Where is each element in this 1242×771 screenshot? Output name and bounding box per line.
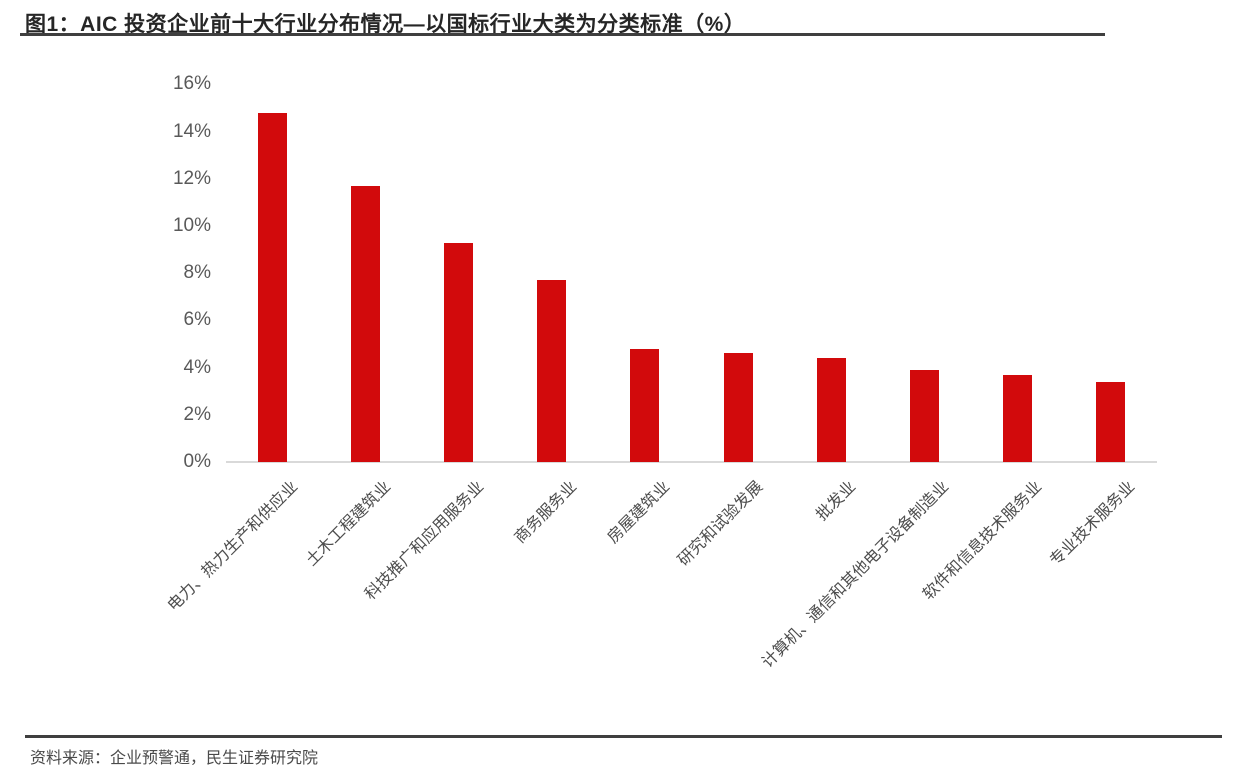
x-axis-baseline bbox=[226, 461, 1157, 463]
y-tick-label: 16% bbox=[172, 73, 211, 95]
y-tick-label: 6% bbox=[183, 309, 211, 331]
bar bbox=[1002, 374, 1032, 462]
x-tick-label: 批发业 bbox=[813, 478, 860, 525]
bar bbox=[537, 280, 567, 462]
title-underline bbox=[20, 33, 1105, 36]
x-tick-label: 专业技术服务业 bbox=[1047, 478, 1139, 570]
footer-separator bbox=[25, 735, 1222, 738]
bar bbox=[258, 112, 288, 462]
bar bbox=[723, 353, 753, 462]
y-tick-label: 14% bbox=[172, 120, 211, 142]
x-tick-label: 计算机、通信和其他电子设备制造业 bbox=[759, 478, 953, 672]
y-tick-label: 10% bbox=[172, 215, 211, 236]
chart-title: 图1：AIC 投资企业前十大行业分布情况—以国标行业大类为分类标准（%） bbox=[25, 13, 746, 36]
x-tick-label: 电力、热力生产和供应业 bbox=[164, 478, 301, 615]
source-note: 资料来源：企业预警通，民生证券研究院 bbox=[30, 750, 319, 767]
bar bbox=[816, 358, 846, 462]
x-tick-label: 土木工程建筑业 bbox=[302, 478, 394, 570]
y-tick-label: 4% bbox=[183, 356, 211, 378]
x-tick-label: 商务服务业 bbox=[511, 478, 581, 547]
x-tick-label: 研究和试验发展 bbox=[675, 478, 767, 570]
bar bbox=[444, 242, 474, 462]
x-tick-label: 房屋建筑业 bbox=[604, 478, 674, 547]
bar bbox=[630, 348, 660, 462]
bar bbox=[909, 369, 939, 462]
y-tick-label: 2% bbox=[183, 403, 211, 425]
bar-chart: 0% 2% 4% 6% 8% 10% 12% 14% 16% 电力、热力生产和供应业 土木工程建筑… bbox=[164, 73, 1157, 672]
y-tick-label: 8% bbox=[183, 262, 211, 284]
bar bbox=[351, 185, 381, 462]
bar bbox=[1095, 381, 1125, 462]
y-tick-label: 0% bbox=[183, 451, 211, 472]
y-tick-label: 12% bbox=[172, 167, 211, 189]
